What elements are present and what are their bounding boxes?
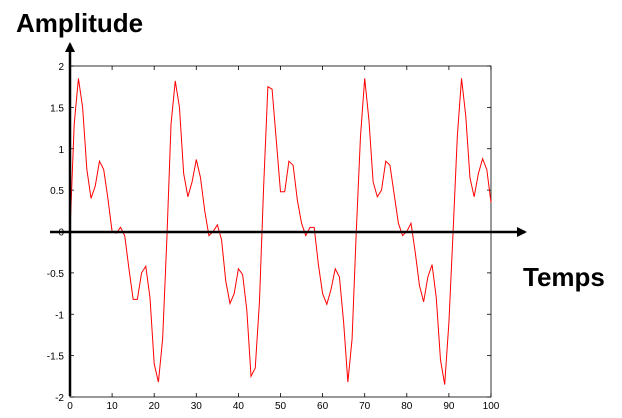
x-tick-label: 40: [233, 401, 245, 412]
y-tick-label: 1.5: [50, 103, 64, 114]
y-tick-label: 0.5: [50, 186, 64, 197]
x-tick-label: 60: [317, 401, 329, 412]
y-tick-label: 1: [58, 145, 64, 156]
x-tick-label: 50: [275, 401, 287, 412]
x-tick-label: 80: [401, 401, 413, 412]
y-axis-title: Amplitude: [16, 8, 143, 38]
x-tick-label: 90: [443, 401, 455, 412]
y-tick-label: -1: [55, 310, 64, 321]
y-tick-label: -1.5: [47, 352, 65, 363]
x-tick-label: 70: [359, 401, 371, 412]
x-ticks: 0 10 20 30 40 50 60 70 80 90 100: [67, 66, 500, 412]
x-axis-title: Temps: [523, 262, 605, 292]
x-tick-label: 20: [149, 401, 161, 412]
series-line: [69, 78, 492, 385]
y-tick-label: -2: [55, 393, 64, 404]
x-tick-label: 30: [191, 401, 203, 412]
y-tick-label: -0.5: [47, 269, 65, 280]
x-tick-label: 100: [483, 401, 500, 412]
y-tick-label: 2: [58, 62, 64, 73]
x-tick-label: 0: [67, 401, 73, 412]
x-tick-label: 10: [107, 401, 119, 412]
